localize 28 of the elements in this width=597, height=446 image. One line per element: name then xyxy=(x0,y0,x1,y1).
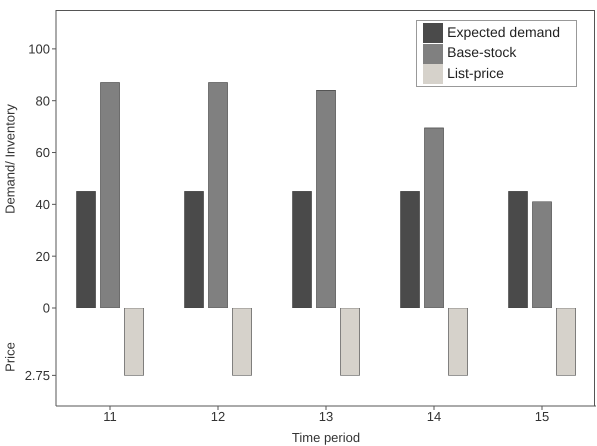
x-tick-label: 12 xyxy=(210,409,226,424)
legend-label: Base-stock xyxy=(447,44,516,60)
bar xyxy=(424,128,444,308)
bar xyxy=(76,191,96,308)
y-tick-label: 100 xyxy=(28,41,50,56)
text: 2.75 xyxy=(24,368,50,383)
x-tick-label: 15 xyxy=(534,409,550,424)
bar xyxy=(184,191,204,308)
y-tick-label: 0 xyxy=(42,300,50,316)
bar xyxy=(400,191,420,308)
x-axis-title: Time period xyxy=(292,430,360,445)
legend-label: Expected demand xyxy=(447,24,560,40)
legend-label: List-price xyxy=(447,64,504,81)
bar xyxy=(292,191,312,308)
x-tick-label: 14 xyxy=(426,409,442,424)
y-tick-label: 40 xyxy=(36,196,50,212)
y-tick-label: 80 xyxy=(36,93,50,108)
y-tick-label: 20 xyxy=(36,248,50,264)
x-tick-label: 11 xyxy=(103,409,117,424)
y-axis-title: Demand/ Inventory xyxy=(2,104,18,214)
bar xyxy=(100,82,120,308)
x-tick-label: 13 xyxy=(318,409,334,424)
bar xyxy=(532,201,552,308)
y-tick-label: 60 xyxy=(36,145,50,160)
y-axis-title: Price xyxy=(2,342,18,372)
bar xyxy=(208,82,228,308)
bar xyxy=(316,90,336,308)
bar xyxy=(508,191,528,308)
